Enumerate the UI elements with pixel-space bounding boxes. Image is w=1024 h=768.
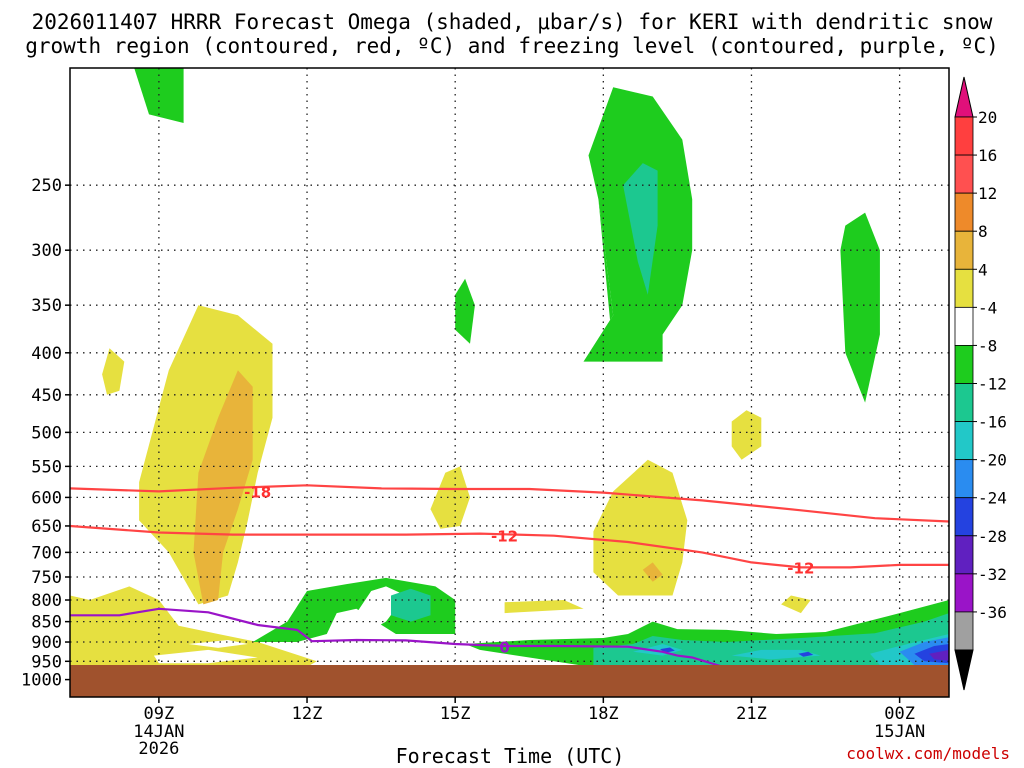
- x-tick-label-12Z: 12Z: [292, 704, 323, 724]
- x-axis-title: Forecast Time (UTC): [395, 744, 625, 768]
- y-tick-label-450: 450: [31, 386, 62, 406]
- plot-frame: [69, 67, 950, 698]
- x-tick-label-09Z: 09Z: [144, 704, 175, 724]
- omega-region-17: [731, 410, 762, 460]
- colorbar-swatch-8: [954, 421, 974, 461]
- contour-label-3: 0: [499, 639, 509, 657]
- colorbar-label-3: 8: [978, 222, 988, 241]
- contour-label-2: -12: [787, 559, 814, 577]
- y-tick-label-900: 900: [31, 633, 62, 653]
- grid-lines: [70, 68, 949, 697]
- colorbar-swatch-3: [954, 230, 974, 270]
- omega-region-20: [781, 595, 811, 614]
- colorbar-label-13: -36: [978, 603, 1007, 622]
- colorbar-label-0: 20: [978, 108, 997, 127]
- omega-region-11: [430, 466, 470, 529]
- colorbar-label-6: -8: [978, 336, 997, 355]
- y-tick-label-350: 350: [31, 296, 62, 316]
- x-tick-sublabel-00Z: 15JAN: [874, 722, 925, 742]
- omega-region-5: [153, 649, 258, 664]
- colorbar-label-1: 16: [978, 146, 997, 165]
- colorbar-label-10: -24: [978, 489, 1007, 508]
- y-tick-label-500: 500: [31, 423, 62, 443]
- omega-region-16: [840, 212, 880, 403]
- x-tick-year-09Z: 2026: [138, 739, 179, 759]
- ground-surface: [70, 665, 949, 697]
- omega-region-10: [455, 278, 475, 344]
- contour-label-0: -18: [244, 483, 271, 501]
- site-credit: coolwx.com/models: [846, 744, 1010, 763]
- y-tick-label-1000: 1000: [21, 671, 62, 691]
- y-tick-label-400: 400: [31, 344, 62, 364]
- colorbar-swatch-11: [954, 535, 974, 575]
- colorbar-swatch-4: [954, 268, 974, 308]
- colorbar-label-9: -20: [978, 451, 1007, 470]
- omega-shading-layer: [70, 68, 949, 667]
- colorbar-swatch-5: [954, 306, 974, 346]
- colorbar-label-7: -12: [978, 375, 1007, 394]
- y-tick-label-650: 650: [31, 517, 62, 537]
- colorbar-swatch-10: [954, 497, 974, 537]
- omega-region-15: [583, 199, 614, 362]
- y-axis: 2503003504004505005506006507007508008509…: [21, 176, 70, 691]
- colorbar-swatch-7: [954, 383, 974, 422]
- omega-region-24: [731, 649, 821, 660]
- y-tick-label-300: 300: [31, 241, 62, 261]
- contour-label-1: -12: [491, 528, 518, 546]
- colorbar-swatch-0: [954, 116, 974, 156]
- omega-region-4: [70, 586, 317, 667]
- colorbar-label-11: -28: [978, 527, 1007, 546]
- omega-region-30: [798, 651, 814, 657]
- omega-colorbar: 20 16 12 8 4 -4 -8 -12 -16 -20 -24 -28 -32 -36: [954, 76, 1007, 691]
- y-tick-label-250: 250: [31, 176, 62, 196]
- chart-title-line-1: 2026011407 HRRR Forecast Omega (shaded, …: [31, 10, 993, 34]
- y-tick-label-800: 800: [31, 591, 62, 611]
- omega-region-28: [929, 649, 949, 661]
- y-tick-label-850: 850: [31, 613, 62, 633]
- omega-region-18: [593, 459, 688, 596]
- y-tick-label-550: 550: [31, 457, 62, 477]
- x-tick-label-00Z: 00Z: [884, 704, 915, 724]
- colorbar-bottom-arrow: [954, 649, 974, 691]
- colorbar-top-arrow: [954, 76, 974, 118]
- colorbar-label-8: -16: [978, 413, 1007, 432]
- colorbar-swatch-12: [954, 573, 974, 613]
- colorbar-label-12: -32: [978, 565, 1007, 584]
- colorbar-swatch-13: [954, 611, 974, 651]
- colorbar-swatch-9: [954, 459, 974, 499]
- colorbar-swatch-2: [954, 192, 974, 232]
- contour-layer: -18 -12 -12 0: [70, 483, 949, 670]
- x-tick-label-18Z: 18Z: [588, 704, 619, 724]
- colorbar-label-5: -4: [978, 298, 997, 317]
- omega-region-14: [623, 163, 658, 295]
- x-tick-sublabel-09Z: 14JAN: [133, 722, 184, 742]
- colorbar-label-2: 12: [978, 184, 997, 203]
- contour-line-0: [70, 484, 949, 523]
- y-tick-label-950: 950: [31, 652, 62, 672]
- colorbar-label-4: 4: [978, 260, 988, 279]
- omega-region-22: [593, 613, 949, 667]
- omega-region-19: [642, 562, 663, 582]
- omega-region-9: [391, 588, 431, 622]
- chart-title-line-2: growth region (contoured, red, ºC) and f…: [25, 34, 999, 58]
- omega-region-12: [504, 600, 584, 614]
- x-tick-label-15Z: 15Z: [440, 704, 471, 724]
- y-tick-label-600: 600: [31, 488, 62, 508]
- omega-region-1: [102, 348, 125, 395]
- x-tick-label-21Z: 21Z: [736, 704, 767, 724]
- colorbar-swatch-1: [954, 154, 974, 194]
- contour-line-2: [70, 607, 728, 670]
- contour-line-1: [70, 524, 949, 569]
- y-tick-label-750: 750: [31, 568, 62, 588]
- colorbar-swatch-6: [954, 345, 974, 384]
- y-tick-label-700: 700: [31, 543, 62, 563]
